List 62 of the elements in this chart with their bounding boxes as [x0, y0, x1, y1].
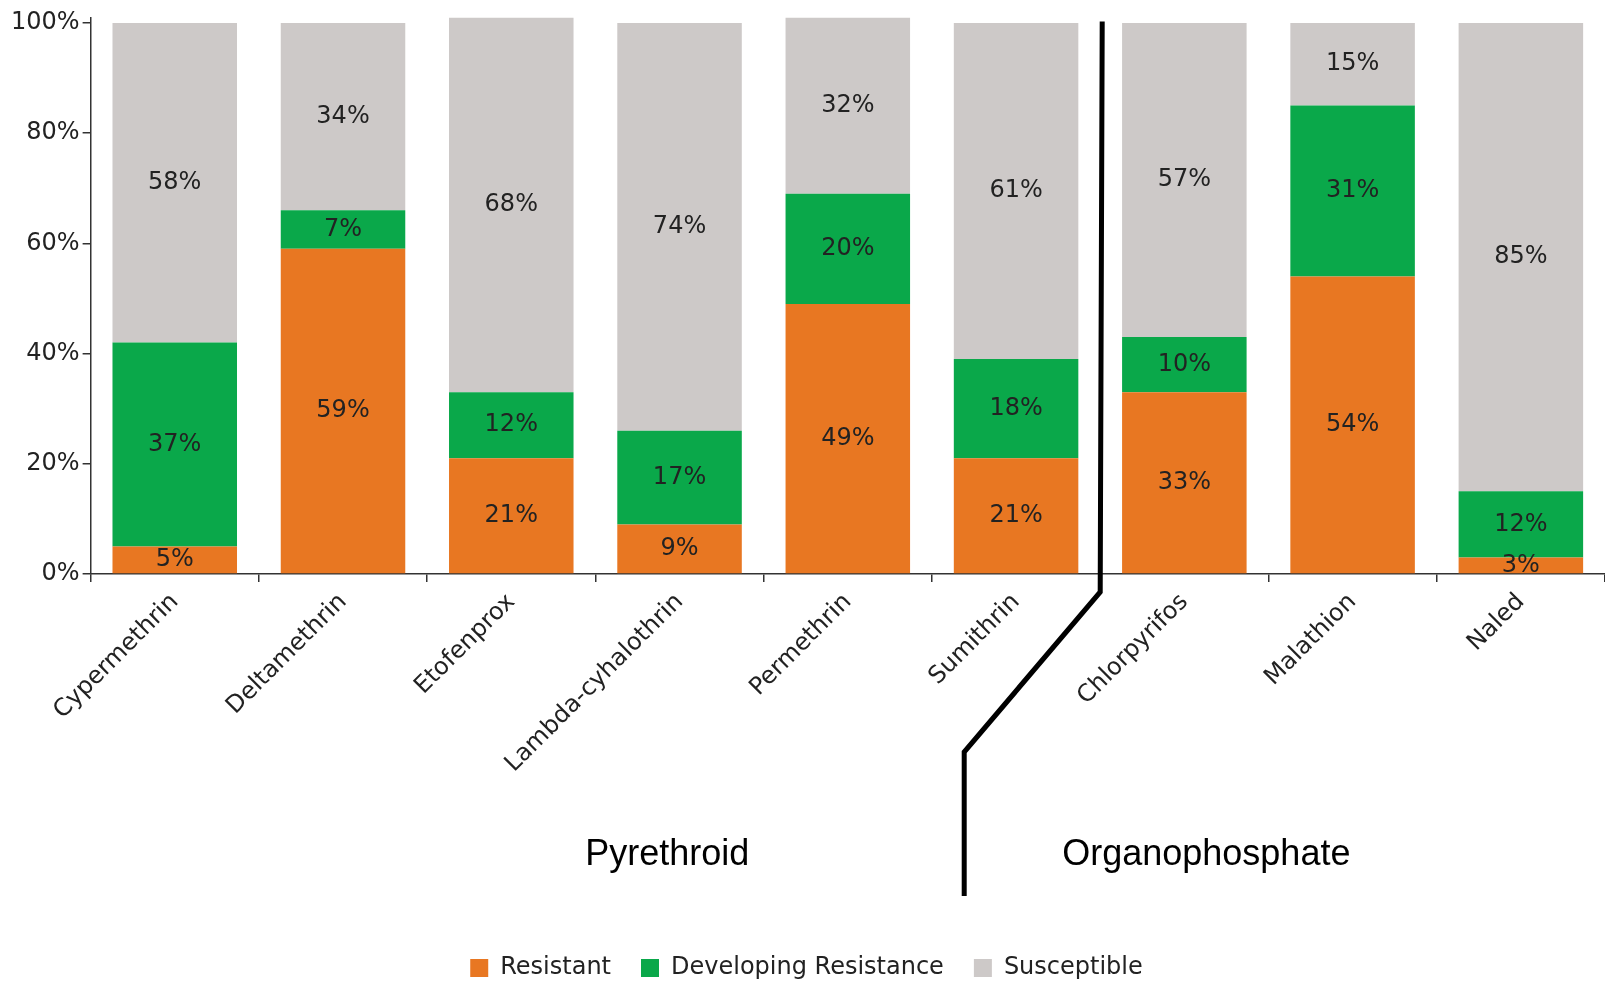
bar — [617, 430, 742, 525]
data-label: 31% — [1325, 175, 1380, 204]
y-tick-label: 20% — [26, 448, 80, 477]
bar — [1458, 22, 1584, 492]
data-label: 3% — [1501, 549, 1540, 578]
data-label: 58% — [148, 166, 202, 195]
data-label: 5% — [155, 544, 194, 573]
bar — [785, 193, 911, 304]
bar — [1122, 22, 1247, 338]
text: Pyrethroid — [585, 831, 750, 873]
data-label: 32% — [821, 89, 875, 118]
data-label: 21% — [989, 499, 1043, 528]
data-label: 15% — [1325, 48, 1380, 77]
data-label: 61% — [989, 175, 1043, 204]
data-label: 21% — [484, 499, 538, 528]
y-tick-label: 60% — [26, 227, 80, 256]
bar — [449, 458, 574, 574]
data-label: 85% — [1494, 241, 1548, 270]
bar — [953, 359, 1079, 459]
data-label: 57% — [1157, 164, 1212, 193]
bar — [280, 248, 406, 574]
legend-label: Resistant — [500, 952, 612, 981]
data-label: 12% — [484, 409, 538, 438]
data-label: 7% — [323, 213, 363, 242]
data-label: 33% — [1157, 466, 1212, 495]
data-label: 37% — [148, 428, 202, 457]
legend-label: Developing Resistance — [671, 952, 944, 981]
data-label: 20% — [821, 233, 875, 262]
data-label: 18% — [989, 392, 1043, 421]
data-label: 10% — [1157, 348, 1212, 377]
data-label: 68% — [484, 189, 538, 217]
bar — [112, 342, 237, 547]
bar — [112, 22, 237, 343]
legend-label: Susceptible — [1003, 952, 1143, 981]
bar — [1290, 276, 1415, 574]
data-label: 17% — [652, 461, 707, 490]
y-tick-label: 40% — [26, 337, 80, 366]
text: Organophosphate — [1062, 831, 1351, 873]
bar — [1290, 22, 1415, 106]
data-label: 34% — [316, 100, 370, 129]
bar — [785, 303, 911, 574]
bar — [1122, 337, 1247, 393]
y-tick-label: 0% — [41, 558, 80, 587]
data-label: 9% — [660, 533, 699, 562]
data-label: 12% — [1494, 508, 1548, 537]
bar — [785, 17, 911, 194]
bar — [449, 17, 574, 393]
bar — [1290, 105, 1415, 277]
bar — [1122, 392, 1247, 574]
data-label: 49% — [821, 422, 875, 451]
bar — [280, 22, 406, 211]
bar — [617, 22, 742, 431]
data-label: 74% — [652, 211, 707, 240]
bar — [953, 458, 1079, 574]
y-tick-label: 100% — [10, 7, 80, 36]
bar — [112, 546, 237, 574]
data-label: 54% — [1325, 409, 1380, 438]
y-tick-label: 80% — [26, 117, 80, 146]
bar — [617, 524, 742, 574]
bar — [449, 392, 574, 459]
bar — [280, 210, 406, 249]
data-label: 59% — [316, 395, 370, 424]
